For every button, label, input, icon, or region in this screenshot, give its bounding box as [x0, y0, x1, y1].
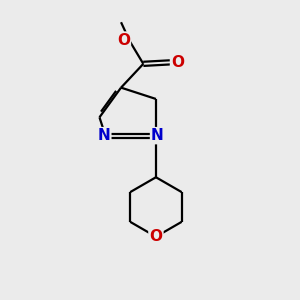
Text: O: O: [117, 33, 130, 48]
Text: O: O: [171, 55, 184, 70]
Text: N: N: [98, 128, 110, 143]
Text: N: N: [151, 128, 164, 143]
Text: O: O: [149, 229, 162, 244]
